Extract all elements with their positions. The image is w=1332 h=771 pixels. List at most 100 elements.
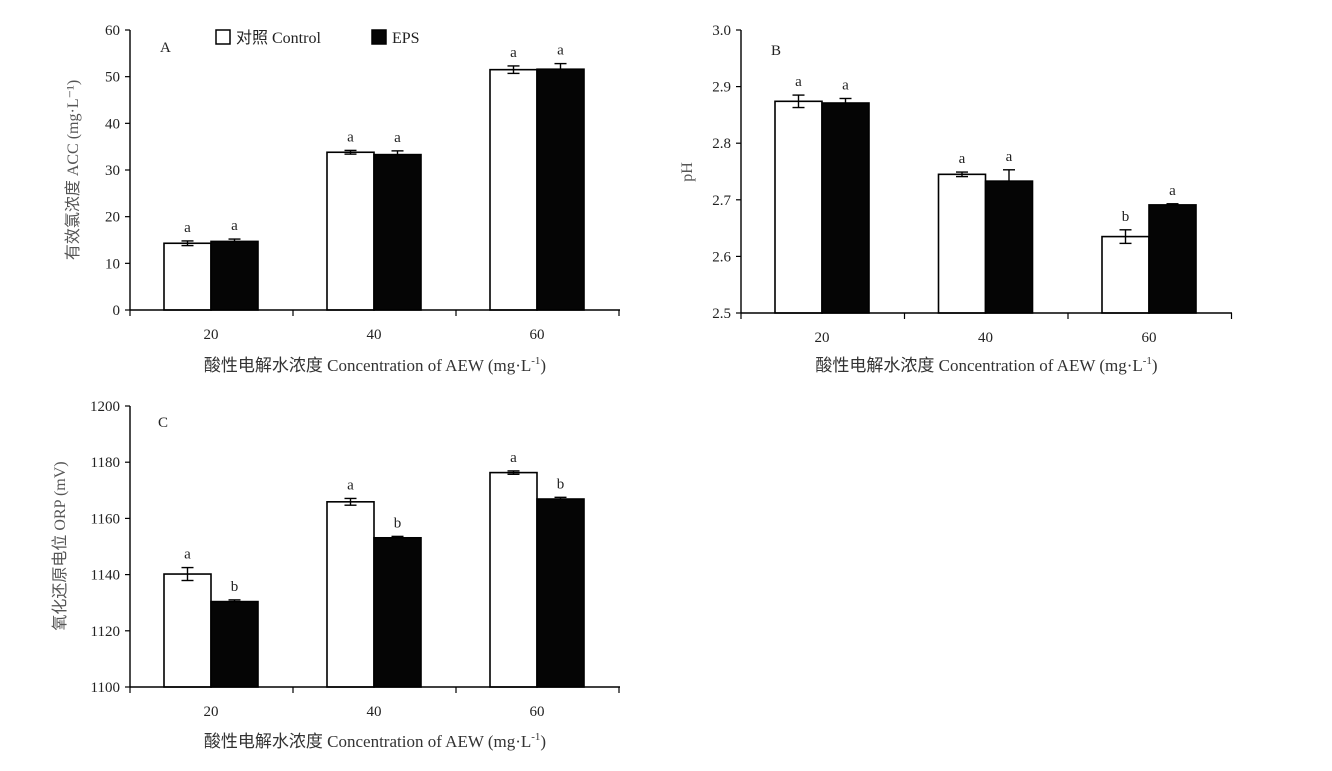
significance-label: a (347, 129, 354, 145)
y-tick-label: 30 (105, 163, 120, 179)
significance-label: b (394, 515, 402, 531)
error-bar (554, 496, 567, 500)
bar-eps-40 (373, 153, 422, 311)
x-tick-label: 20 (815, 330, 830, 346)
bar-control-20 (163, 573, 212, 688)
y-tick-label: 1120 (91, 624, 120, 640)
x-axis-label: 酸性电解水浓度 Concentration of AEW (mg·L-1) (815, 355, 1157, 375)
y-axis-label: 有效氯浓度 ACC (mg·L⁻¹) (64, 80, 82, 260)
bar-eps-20 (821, 102, 870, 314)
y-tick-label: 2.6 (712, 249, 731, 265)
legend-item-control: 对照 Control (215, 29, 321, 47)
y-tick-label: 2.8 (712, 136, 731, 152)
bar-eps-60 (536, 68, 585, 311)
panel-label: C (158, 415, 168, 431)
chart-panel-b: a a b a a a 2.5 2.6 2.7 2.8 2.9 3.0 20 40 60 BpH 酸性电解水浓度… (679, 23, 1233, 375)
x-tick-label: 60 (530, 327, 545, 343)
significance-label: a (842, 77, 849, 93)
bar-eps-40 (373, 536, 422, 688)
y-tick-label: 40 (105, 116, 120, 132)
error-bar (792, 94, 805, 109)
bar-control-40 (937, 173, 987, 314)
panel-label: B (771, 43, 781, 59)
bar-eps-20 (210, 240, 259, 311)
error-bar (1003, 169, 1015, 182)
legend-item-eps: EPS (371, 29, 420, 47)
significance-label: a (184, 547, 191, 563)
significance-label: a (184, 220, 191, 236)
error-bar (956, 171, 968, 178)
bar-control-40 (326, 151, 375, 311)
y-axis-label: 氧化还原电位 ORP (mV) (51, 461, 69, 630)
error-bar (1166, 203, 1179, 205)
error-bar (344, 497, 357, 506)
chart-panel-c: a a a b b b 1100 1120 1140 1160 1180 1200 20 40 60 C 氧化还… (51, 399, 620, 751)
x-tick-label: 20 (204, 704, 219, 720)
legend-label-control: 对照 Control (236, 29, 321, 47)
significance-label: b (1122, 209, 1130, 225)
legend-swatch-control (215, 29, 231, 45)
x-tick-label: 60 (1142, 330, 1157, 346)
error-bar (344, 149, 357, 155)
x-tick-label: 40 (978, 330, 993, 346)
y-tick-label: 50 (105, 70, 120, 86)
significance-label: a (347, 477, 354, 493)
y-tick-label: 1140 (91, 568, 120, 584)
bar-eps-60 (1148, 204, 1197, 314)
x-tick-label: 40 (367, 327, 382, 343)
y-tick-label: 2.9 (712, 80, 731, 96)
significance-label: a (510, 45, 517, 61)
bar-control-20 (774, 100, 823, 314)
x-axis-label: 酸性电解水浓度 Concentration of AEW (mg·L-1) (204, 355, 546, 375)
y-axis-label: pH (679, 162, 696, 182)
legend-label-eps: EPS (392, 30, 420, 47)
chart-panel-a: a a a a a a 0 10 20 30 40 50 60 20 40 60 A 有效氯浓度 ACC (mg·… (64, 23, 620, 375)
legend-swatch-eps (371, 29, 387, 45)
y-tick-label: 1200 (90, 399, 120, 415)
bar-control-60 (1101, 235, 1150, 314)
y-tick-label: 60 (105, 23, 120, 39)
significance-label: a (959, 151, 966, 167)
x-tick-label: 20 (204, 327, 219, 343)
y-tick-label: 2.7 (712, 193, 731, 209)
significance-label: a (1169, 183, 1176, 199)
bar-eps-60 (536, 498, 585, 688)
bar-eps-40 (984, 180, 1034, 314)
significance-label: b (557, 476, 565, 492)
error-bar (181, 240, 194, 247)
error-bar (391, 150, 404, 155)
error-bar (507, 65, 520, 75)
error-bar (554, 62, 567, 70)
error-bar (181, 566, 194, 582)
y-tick-label: 1100 (91, 680, 120, 696)
significance-label: b (231, 579, 239, 595)
y-tick-label: 20 (105, 210, 120, 226)
error-bar (839, 97, 852, 104)
error-bar (228, 238, 241, 242)
x-tick-label: 40 (367, 704, 382, 720)
y-tick-label: 1180 (91, 455, 120, 471)
panel-label: A (160, 40, 171, 56)
significance-label: a (394, 130, 401, 146)
bar-control-40 (326, 501, 375, 688)
bar-control-60 (489, 68, 538, 311)
y-tick-label: 2.5 (712, 306, 731, 322)
bar-control-20 (163, 242, 212, 311)
y-tick-label: 1160 (91, 511, 120, 527)
error-bar (391, 535, 404, 538)
y-tick-label: 10 (105, 256, 120, 272)
significance-label: a (795, 74, 802, 90)
significance-label: a (557, 43, 564, 59)
x-axis-label: 酸性电解水浓度 Concentration of AEW (mg·L-1) (204, 731, 546, 751)
error-bar (507, 470, 520, 475)
y-tick-label: 3.0 (712, 23, 731, 39)
significance-label: a (231, 218, 238, 234)
error-bar (228, 599, 241, 602)
legend: 对照 Control EPS (215, 29, 420, 47)
error-bar (1119, 229, 1132, 245)
significance-label: a (1006, 149, 1013, 165)
bar-control-60 (489, 471, 538, 688)
y-tick-label: 0 (113, 303, 121, 319)
bar-eps-20 (210, 600, 259, 688)
